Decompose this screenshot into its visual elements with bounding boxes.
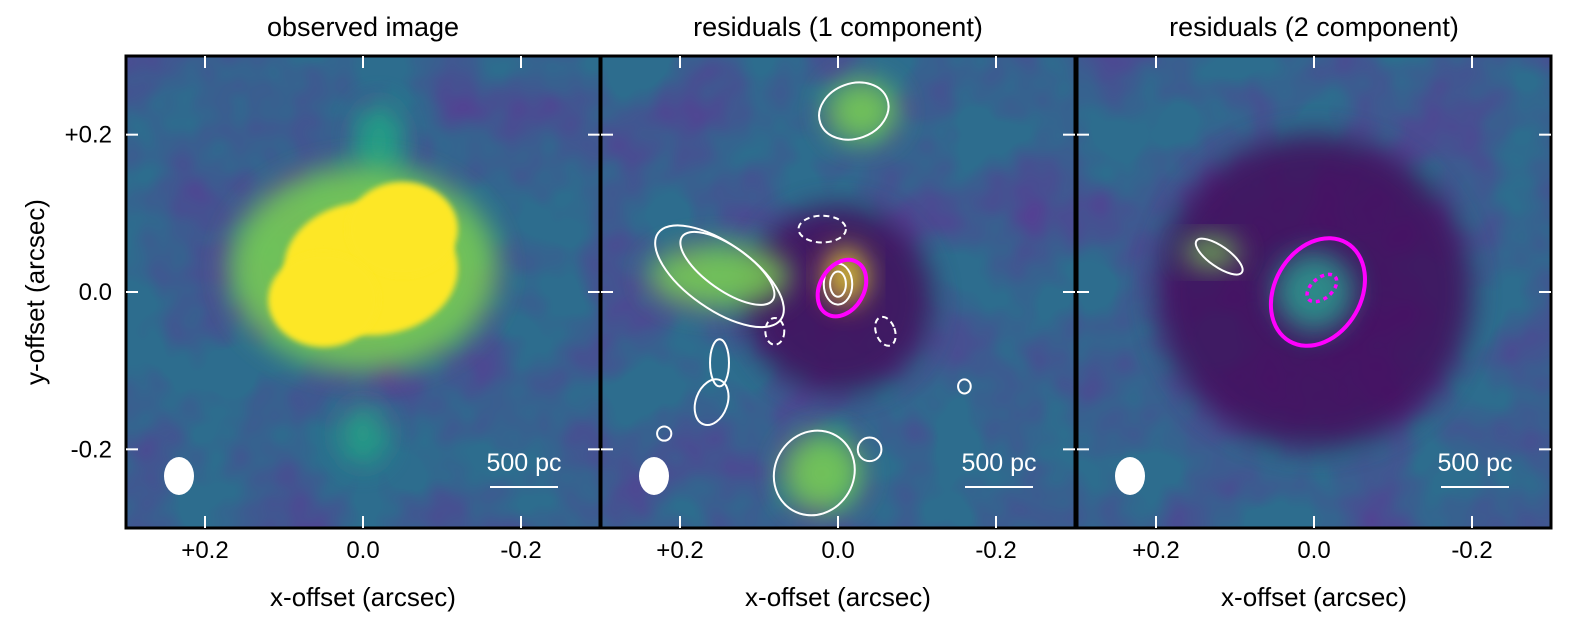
x-axis-label: x-offset (arcsec) bbox=[745, 582, 931, 612]
negative-contour bbox=[764, 316, 786, 346]
x-tick-label: 0.0 bbox=[821, 537, 854, 564]
panel-title: residuals (2 component) bbox=[1169, 12, 1459, 42]
model-ellipse bbox=[815, 257, 869, 319]
emission-blob bbox=[648, 244, 791, 308]
emission-blob bbox=[1274, 252, 1354, 332]
beam-ellipse bbox=[164, 457, 194, 495]
positive-contour bbox=[957, 378, 972, 395]
emission-blob bbox=[1183, 238, 1239, 267]
scale-bar-label: 500 pc bbox=[486, 449, 561, 477]
y-tick-label: -0.2 bbox=[71, 436, 112, 463]
beam-ellipse bbox=[639, 457, 669, 495]
x-tick-label: +0.2 bbox=[181, 537, 228, 564]
panel-1: 500 pc +0.2 0.0 -0.2 observed image x-offset … bbox=[65, 12, 602, 612]
y-axis-label: y-offset (arcsec) bbox=[20, 199, 50, 385]
positive-contour bbox=[818, 81, 890, 141]
positive-contour bbox=[693, 378, 730, 426]
x-tick-label: -0.2 bbox=[500, 537, 541, 564]
panel-2: 500 pc +0.2 0.0 -0.2 residuals (1 component)… bbox=[599, 12, 1077, 612]
x-tick-label: +0.2 bbox=[1132, 537, 1179, 564]
emission-blob bbox=[268, 252, 379, 348]
x-axis-label: x-offset (arcsec) bbox=[270, 582, 456, 612]
negative-contour bbox=[874, 315, 897, 347]
y-tick-label: +0.2 bbox=[65, 122, 112, 149]
positive-contour bbox=[829, 270, 847, 298]
negative-contour bbox=[797, 214, 847, 244]
emission-blob bbox=[355, 103, 403, 182]
x-tick-label: -0.2 bbox=[1451, 537, 1492, 564]
positive-contour bbox=[679, 230, 776, 306]
panel-3: 500 pc +0.2 0.0 -0.2 residuals (2 component)… bbox=[1075, 12, 1553, 612]
model-ellipse bbox=[1268, 236, 1367, 348]
scale-bar-label: 500 pc bbox=[1437, 449, 1512, 477]
panel-image bbox=[126, 56, 600, 528]
x-tick-label: 0.0 bbox=[346, 537, 379, 564]
positive-contour bbox=[1194, 237, 1244, 276]
panel-title: residuals (1 component) bbox=[693, 12, 983, 42]
scale-bar-label: 500 pc bbox=[961, 449, 1036, 477]
emission-blob bbox=[347, 181, 458, 277]
x-axis-label: x-offset (arcsec) bbox=[1221, 582, 1407, 612]
x-tick-label: +0.2 bbox=[656, 537, 703, 564]
panel-title: observed image bbox=[267, 12, 459, 42]
positive-contour bbox=[656, 425, 673, 442]
positive-contour bbox=[709, 338, 730, 388]
emission-blob bbox=[782, 433, 862, 513]
x-tick-label: -0.2 bbox=[975, 537, 1016, 564]
panel-image bbox=[601, 56, 1075, 528]
x-tick-label: 0.0 bbox=[1297, 537, 1330, 564]
panel-image bbox=[1077, 56, 1551, 528]
emission-blob bbox=[339, 402, 387, 466]
positive-contour bbox=[856, 436, 883, 463]
beam-ellipse bbox=[1115, 457, 1145, 495]
y-tick-label: 0.0 bbox=[79, 279, 112, 306]
model-ellipse-inner bbox=[1305, 272, 1339, 304]
positive-contour bbox=[772, 429, 856, 517]
